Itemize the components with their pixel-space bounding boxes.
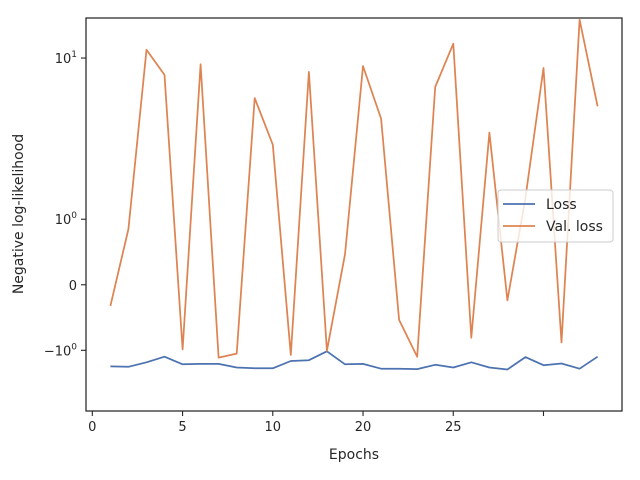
- y-tick-label: 100: [55, 211, 78, 228]
- x-tick-label: 0: [88, 420, 96, 435]
- y-tick-label: 101: [55, 50, 77, 67]
- legend-label-loss: Loss: [546, 197, 577, 213]
- x-axis-label: Epochs: [329, 447, 379, 463]
- series-line-loss: [110, 350, 599, 371]
- y-ticks: 101 100 0 −100: [44, 50, 86, 359]
- series-line-val-loss: [109, 18, 599, 359]
- x-ticks: 0 5 10 20 25: [88, 411, 545, 435]
- y-axis-label: Negative log-likelihood: [11, 134, 27, 294]
- legend: Loss Val. loss: [497, 189, 614, 243]
- lines-layer: [109, 18, 599, 371]
- legend-box: [497, 189, 614, 243]
- x-tick-label: 5: [178, 420, 186, 435]
- x-tick-label: 20: [355, 420, 372, 435]
- y-tick-label: −100: [44, 342, 77, 359]
- plot-frame: [85, 17, 623, 412]
- legend-label-val-loss: Val. loss: [546, 219, 603, 235]
- x-tick-label: 25: [445, 420, 462, 435]
- y-tick-label: 0: [69, 279, 77, 294]
- x-tick-label: 10: [265, 420, 282, 435]
